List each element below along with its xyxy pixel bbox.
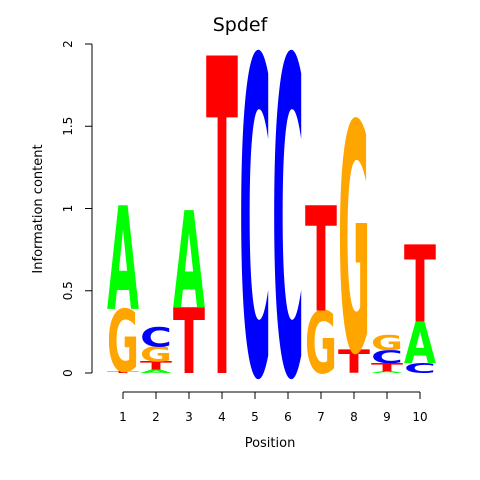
letter-c: C bbox=[404, 360, 436, 376]
y-tick-label: 0 bbox=[61, 369, 75, 377]
letter-c: C bbox=[140, 321, 172, 353]
x-tick-label: 3 bbox=[185, 410, 193, 424]
position-stack-10: CAT bbox=[404, 225, 437, 377]
letter-a: A bbox=[371, 371, 403, 374]
x-tick-label: 6 bbox=[284, 410, 292, 424]
letter-a: A bbox=[173, 186, 205, 340]
letter-g: G bbox=[305, 293, 337, 393]
y-axis-title: Information content bbox=[31, 144, 46, 273]
x-tick-label: 8 bbox=[350, 410, 358, 424]
x-tick-label: 4 bbox=[218, 410, 226, 424]
letter-t: T bbox=[107, 371, 139, 374]
y-tick-label: 1.5 bbox=[61, 117, 75, 136]
position-stack-4: T bbox=[206, 0, 238, 477]
position-stack-6: C bbox=[272, 0, 304, 476]
letter-t: T bbox=[305, 177, 337, 345]
letter-g: G bbox=[107, 292, 139, 392]
y-tick-label: 1 bbox=[61, 205, 75, 213]
x-axis-title: Position bbox=[245, 436, 296, 451]
letter-c: C bbox=[239, 0, 271, 476]
x-tick-label: 5 bbox=[251, 410, 259, 424]
letter-a: A bbox=[107, 177, 139, 343]
letter-t: T bbox=[404, 225, 436, 348]
x-tick-label: 7 bbox=[317, 410, 325, 424]
letter-t: T bbox=[371, 361, 404, 374]
x-tick-label: 9 bbox=[383, 410, 391, 424]
position-stack-3: TA bbox=[173, 186, 205, 395]
letter-c: C bbox=[371, 346, 403, 367]
x-tick-label: 10 bbox=[412, 410, 427, 424]
letter-a: A bbox=[404, 311, 437, 377]
letter-g: G bbox=[140, 343, 172, 367]
y-tick-label: 2 bbox=[61, 40, 75, 48]
position-stack-7: GT bbox=[305, 177, 337, 393]
y-tick-label: 0.5 bbox=[61, 281, 75, 300]
letter-g: G bbox=[371, 332, 403, 356]
letter-t: T bbox=[338, 345, 371, 381]
position-stack-5: C bbox=[239, 0, 271, 476]
x-tick-label: 1 bbox=[119, 410, 127, 424]
letter-t: T bbox=[206, 0, 238, 477]
x-axis: 1 2 3 4 5 6 7 8 9 10 bbox=[119, 391, 428, 424]
letter-a: A bbox=[140, 369, 172, 374]
chart-title: Spdef bbox=[213, 14, 269, 36]
position-stack-1: TGA bbox=[107, 177, 139, 392]
x-tick-label: 2 bbox=[152, 410, 160, 424]
letter-g: G bbox=[338, 59, 370, 424]
letter-t: T bbox=[173, 289, 205, 394]
letter-t: T bbox=[140, 359, 173, 372]
position-stack-8: TG bbox=[338, 59, 371, 424]
y-axis: 0 0.5 1 1.5 2 bbox=[61, 40, 93, 377]
letter-c: C bbox=[272, 0, 304, 476]
